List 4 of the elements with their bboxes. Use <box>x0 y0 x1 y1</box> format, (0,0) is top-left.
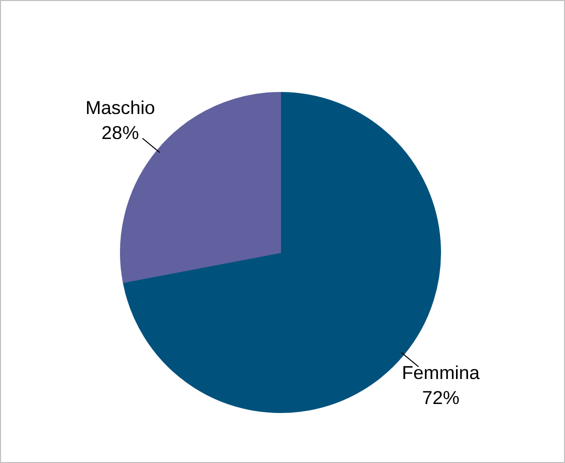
data-label: 72% <box>422 387 460 408</box>
data-label: 28% <box>102 122 139 144</box>
slice-label: Maschio <box>86 96 155 118</box>
slice-label: Femmina <box>402 362 480 383</box>
